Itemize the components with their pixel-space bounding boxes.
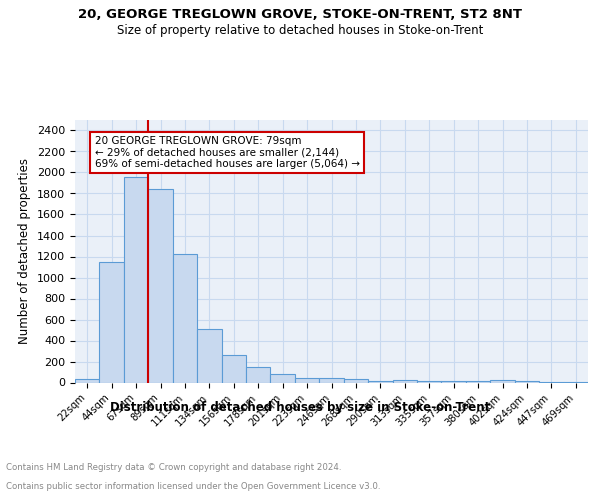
Bar	[197, 329, 221, 382]
Text: 20, GEORGE TREGLOWN GROVE, STOKE-ON-TRENT, ST2 8NT: 20, GEORGE TREGLOWN GROVE, STOKE-ON-TREN…	[78, 8, 522, 22]
Bar	[221, 354, 246, 382]
Bar	[75, 380, 100, 382]
Bar	[246, 367, 271, 382]
Text: Contains public sector information licensed under the Open Government Licence v3: Contains public sector information licen…	[6, 482, 380, 491]
Text: Contains HM Land Registry data © Crown copyright and database right 2024.: Contains HM Land Registry data © Crown c…	[6, 464, 341, 472]
Bar	[392, 380, 417, 382]
Bar	[271, 374, 295, 382]
Bar	[319, 378, 344, 382]
Bar	[100, 262, 124, 382]
Bar	[417, 380, 442, 382]
Bar	[124, 176, 148, 382]
Bar	[295, 378, 319, 382]
Bar	[368, 380, 392, 382]
Bar	[173, 254, 197, 382]
Text: Distribution of detached houses by size in Stoke-on-Trent: Distribution of detached houses by size …	[110, 401, 490, 414]
Text: 20 GEORGE TREGLOWN GROVE: 79sqm
← 29% of detached houses are smaller (2,144)
69%: 20 GEORGE TREGLOWN GROVE: 79sqm ← 29% of…	[95, 136, 359, 169]
Bar	[490, 380, 515, 382]
Bar	[466, 381, 490, 382]
Y-axis label: Number of detached properties: Number of detached properties	[19, 158, 31, 344]
Bar	[442, 381, 466, 382]
Bar	[148, 190, 173, 382]
Bar	[344, 379, 368, 382]
Text: Size of property relative to detached houses in Stoke-on-Trent: Size of property relative to detached ho…	[117, 24, 483, 37]
